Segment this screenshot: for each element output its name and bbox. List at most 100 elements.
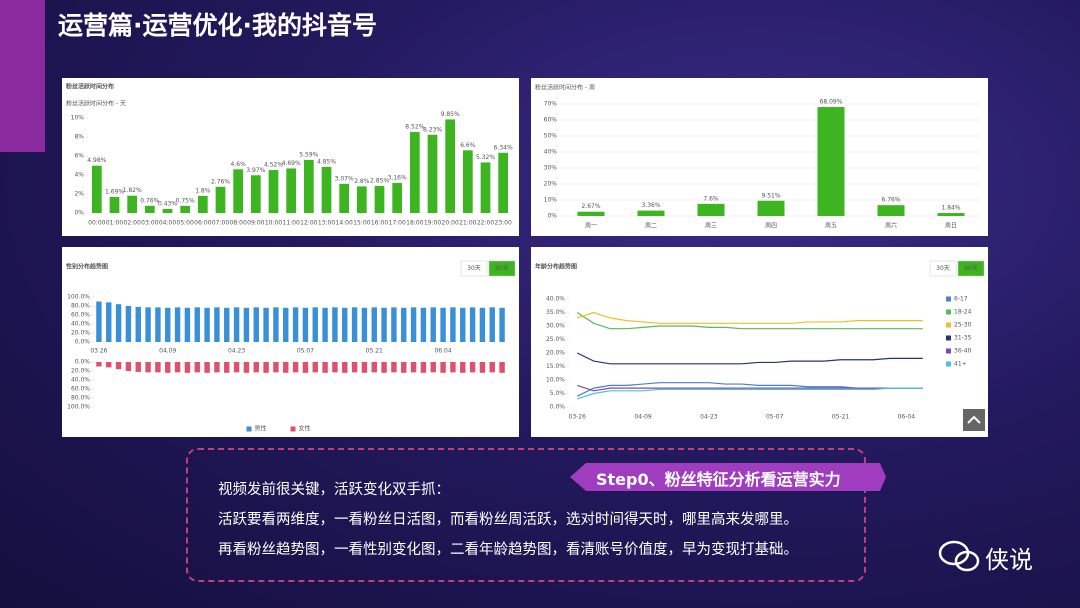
bar [135, 362, 141, 372]
scroll-top-button[interactable] [963, 409, 985, 431]
x-tick-label: 04.23 [228, 348, 245, 355]
value-label: 6.76% [881, 197, 900, 204]
bar [342, 307, 348, 342]
series-line [576, 311, 923, 330]
range-button-label[interactable]: 30天 [936, 265, 950, 272]
bar [489, 362, 495, 373]
y-tick-label: 4% [74, 172, 84, 179]
bar [489, 307, 495, 342]
bar [165, 362, 171, 373]
x-tick-label: 周四 [765, 223, 777, 230]
bar [215, 186, 226, 213]
y-tick-label: 100.0% [67, 404, 90, 411]
value-label: 4.69% [282, 160, 301, 167]
bar [292, 307, 299, 342]
bar [180, 205, 191, 213]
bar [155, 307, 161, 342]
bar [339, 183, 350, 213]
bar [479, 362, 486, 373]
legend-label: 36-40 [954, 348, 972, 355]
range-button-label[interactable]: 90天 [964, 265, 978, 272]
x-tick-label: 17:00 [389, 220, 406, 227]
step-label: Step0、粉丝特征分析看运营实力 [596, 470, 841, 489]
bar [342, 362, 348, 373]
bar [165, 307, 171, 342]
bar [479, 307, 486, 342]
bar [420, 307, 427, 342]
bar [322, 362, 328, 373]
bar [302, 362, 309, 373]
y-tick-label: 0.0% [75, 359, 91, 366]
value-label: 0.76% [140, 197, 159, 204]
legend-swatch [946, 361, 951, 367]
x-tick-label: 04-09 [634, 414, 652, 421]
bar [283, 362, 289, 373]
bar [371, 362, 377, 373]
bar [817, 107, 845, 216]
series-line [577, 387, 923, 400]
bar [312, 362, 318, 373]
x-tick-label: 10:00 [265, 220, 282, 227]
value-label: 9.85% [441, 111, 460, 118]
x-tick-label: 06:00 [194, 220, 211, 227]
bar [96, 301, 102, 342]
bar [351, 307, 358, 342]
chart-panel: 年龄分布趋势图 30天 90天 0.0% 5.0% 10.0% 15.0% 20.0% 25.0… [531, 247, 988, 437]
bar [286, 168, 297, 213]
bar [391, 362, 397, 373]
x-tick-label: 09:00 [247, 220, 264, 227]
bar [499, 362, 505, 373]
chart-subtitle: 粉丝活跃时间分布 - 天 [66, 100, 126, 108]
x-tick-label: 05-07 [766, 414, 784, 421]
y-tick-label: 30% [544, 165, 558, 172]
bar [233, 362, 240, 373]
series-line [577, 311, 923, 324]
bar [499, 307, 505, 342]
banner-shape [570, 463, 886, 491]
y-tick-label: 60% [544, 117, 558, 124]
y-tick-label: 10% [71, 115, 85, 122]
bar [332, 307, 338, 342]
bar [392, 182, 403, 213]
range-button-label[interactable]: 90天 [495, 265, 509, 272]
bar [469, 362, 476, 373]
bar [194, 362, 200, 373]
bar [162, 208, 173, 213]
bar [106, 362, 112, 368]
bar [125, 306, 132, 342]
value-label: 2.85% [370, 177, 389, 184]
legend-swatch [946, 322, 951, 328]
x-tick-label: 16:00 [371, 220, 388, 227]
range-button[interactable] [957, 260, 985, 277]
range-button[interactable] [460, 260, 488, 277]
range-button[interactable] [488, 260, 516, 277]
bar [184, 307, 191, 342]
bar [445, 119, 456, 213]
bar [204, 307, 210, 342]
bar [637, 210, 665, 216]
y-tick-label: 40% [544, 149, 558, 156]
value-label: 7.6% [703, 195, 719, 202]
bar [197, 195, 208, 213]
range-button-label[interactable]: 30天 [467, 265, 481, 272]
legend-label: 男性 [255, 425, 267, 433]
x-tick-label: 03-26 [569, 414, 587, 421]
bar [91, 165, 102, 213]
bar [430, 307, 436, 342]
x-tick-label: 07:00 [212, 220, 229, 227]
slide-title: 运营篇·运营优化·我的抖音号 [58, 11, 377, 40]
value-label: 4.85% [317, 158, 336, 165]
bar [125, 362, 132, 371]
scroll-top-arrow[interactable] [967, 415, 981, 424]
bar [115, 362, 122, 370]
legend-swatch [946, 296, 951, 302]
bar [253, 307, 259, 342]
bar [224, 362, 230, 373]
bar [381, 307, 387, 342]
range-button[interactable] [929, 260, 957, 277]
bar [302, 307, 309, 342]
bar [420, 362, 427, 373]
bar [233, 307, 240, 342]
x-tick-label: 19:00 [424, 220, 441, 227]
